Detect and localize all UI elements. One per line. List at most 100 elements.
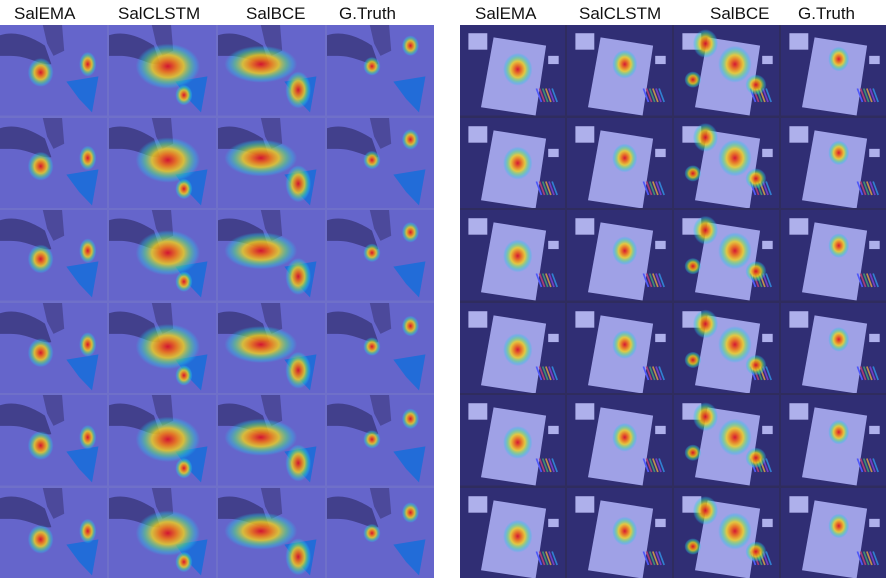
card bbox=[869, 55, 880, 65]
drawing-gtruth-frame bbox=[781, 395, 886, 486]
drawing-salclstm-frame bbox=[567, 117, 672, 208]
saliency-heat-blob bbox=[135, 230, 200, 276]
hand bbox=[327, 33, 379, 65]
drawing-salbce-frame bbox=[674, 302, 779, 393]
drawing-salbce-frame bbox=[674, 25, 779, 116]
card bbox=[468, 33, 488, 50]
saliency-heat-blob bbox=[718, 45, 752, 83]
saliency-heat-blob bbox=[363, 336, 381, 356]
card bbox=[575, 218, 595, 235]
saliency-heat-blob bbox=[79, 145, 97, 170]
card bbox=[869, 240, 880, 250]
saliency-heat-blob bbox=[135, 136, 200, 183]
pens bbox=[642, 273, 665, 288]
origami-gtruth-frame bbox=[327, 117, 434, 208]
pens bbox=[535, 550, 558, 565]
header-gtruth-left: G.Truth bbox=[339, 4, 396, 23]
card bbox=[789, 495, 809, 513]
hand bbox=[260, 487, 283, 519]
origami-paper bbox=[393, 76, 426, 113]
card bbox=[789, 33, 809, 50]
pens bbox=[856, 365, 879, 380]
drawing-gtruth-frame bbox=[781, 25, 886, 116]
origami-gtruth-frame bbox=[327, 210, 434, 301]
saliency-heat-blob bbox=[79, 331, 97, 357]
pens bbox=[642, 88, 665, 103]
saliency-heat-blob bbox=[718, 138, 752, 176]
hand bbox=[42, 25, 65, 56]
saliency-heat-blob bbox=[718, 232, 752, 270]
pens bbox=[642, 550, 665, 565]
drawing-salema-frame bbox=[460, 117, 565, 208]
card bbox=[548, 240, 559, 250]
saliency-heat-blob bbox=[363, 243, 381, 263]
card bbox=[789, 125, 809, 143]
hand bbox=[42, 487, 65, 519]
pens bbox=[535, 180, 558, 195]
hand bbox=[327, 496, 379, 527]
pens bbox=[535, 458, 558, 473]
origami-paper bbox=[393, 261, 426, 298]
saliency-heat-blob bbox=[175, 364, 193, 386]
card bbox=[468, 495, 488, 513]
hand bbox=[327, 126, 379, 157]
saliency-heat-blob bbox=[401, 128, 420, 150]
card bbox=[789, 218, 809, 235]
card bbox=[548, 148, 559, 157]
saliency-heat-blob bbox=[27, 58, 54, 87]
drawing-salbce-frame bbox=[674, 210, 779, 301]
saliency-heat-blob bbox=[224, 325, 298, 363]
hand bbox=[42, 210, 65, 241]
saliency-heat-blob bbox=[828, 419, 850, 445]
saliency-heat-blob bbox=[401, 221, 420, 243]
origami-salbce-frame bbox=[218, 117, 325, 208]
card bbox=[762, 148, 773, 157]
card bbox=[789, 403, 809, 420]
saliency-heat-blob bbox=[745, 540, 767, 562]
drawing-salbce-frame bbox=[674, 487, 779, 578]
card bbox=[548, 518, 559, 527]
origami-salema-frame bbox=[0, 395, 107, 486]
paper-sheet bbox=[802, 314, 868, 393]
card bbox=[548, 55, 559, 65]
header-salema-right: SalEMA bbox=[475, 4, 537, 23]
pens bbox=[856, 550, 879, 565]
saliency-heat-blob bbox=[135, 43, 200, 89]
card bbox=[762, 55, 773, 65]
card bbox=[655, 518, 666, 527]
saliency-heat-blob bbox=[692, 309, 719, 338]
header-salema-left: SalEMA bbox=[14, 4, 76, 23]
hand bbox=[327, 311, 379, 342]
card bbox=[468, 125, 488, 143]
hand bbox=[0, 126, 52, 157]
saliency-heat-blob bbox=[79, 518, 97, 543]
card bbox=[869, 518, 880, 527]
origami-paper bbox=[66, 261, 99, 298]
card bbox=[655, 333, 666, 342]
header-salbce-right: SalBCE bbox=[710, 4, 770, 23]
card bbox=[869, 148, 880, 157]
origami-salclstm-frame bbox=[109, 302, 216, 393]
card bbox=[789, 310, 809, 328]
card bbox=[762, 240, 773, 250]
hand bbox=[0, 311, 52, 342]
paper-sheet bbox=[802, 37, 868, 116]
drawing-salema-frame bbox=[460, 302, 565, 393]
saliency-heat-blob bbox=[692, 215, 719, 245]
drawing-salema-frame bbox=[460, 487, 565, 578]
drawing-saliency-grid bbox=[460, 25, 886, 578]
origami-salbce-frame bbox=[218, 395, 325, 486]
saliency-heat-blob bbox=[612, 516, 638, 545]
card bbox=[548, 333, 559, 342]
origami-salbce-frame bbox=[218, 25, 325, 116]
paper-sheet bbox=[802, 407, 868, 486]
hand bbox=[0, 496, 52, 527]
origami-gtruth-frame bbox=[327, 302, 434, 393]
saliency-heat-blob bbox=[692, 495, 719, 525]
saliency-heat-blob bbox=[135, 323, 200, 369]
saliency-heat-blob bbox=[828, 513, 850, 538]
hand bbox=[260, 395, 283, 426]
card bbox=[762, 333, 773, 342]
saliency-heat-blob bbox=[684, 537, 702, 555]
saliency-heat-blob bbox=[684, 351, 702, 368]
